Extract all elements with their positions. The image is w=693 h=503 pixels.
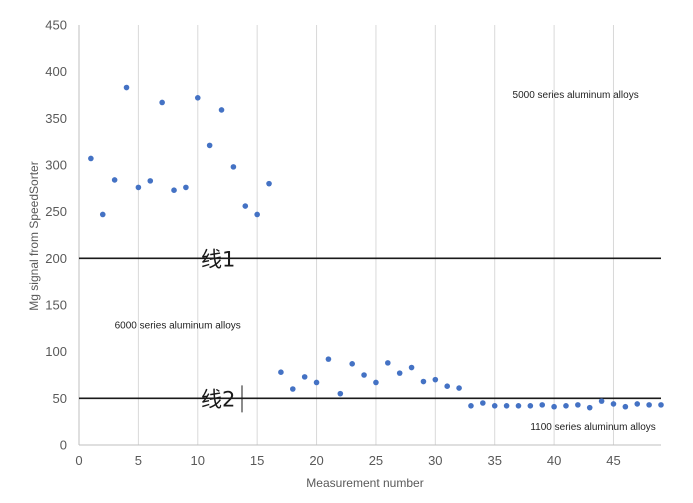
data-point (480, 400, 486, 406)
x-tick-label: 0 (75, 453, 82, 468)
data-point (88, 155, 94, 162)
data-point (408, 364, 415, 371)
data-point (586, 404, 593, 411)
data-point (313, 379, 320, 386)
data-point (242, 203, 249, 209)
reference-line-label-1: 线1 (201, 247, 235, 271)
y-tick-label: 150 (45, 298, 67, 313)
data-point (527, 403, 534, 409)
y-tick-label: 400 (45, 64, 67, 79)
data-point (396, 370, 403, 376)
y-tick-label: 250 (45, 204, 67, 219)
data-point (289, 386, 296, 392)
x-tick-label: 40 (547, 453, 561, 468)
x-tick-label: 5 (135, 453, 142, 468)
annotations: 5000 series aluminum alloys 6000 series a… (115, 90, 656, 433)
data-point (254, 211, 260, 218)
data-point (468, 403, 474, 409)
axes (78, 25, 661, 446)
data-point (337, 390, 344, 397)
x-tick-label: 15 (250, 453, 264, 468)
annotation-label: 5000 series aluminum alloys (513, 90, 639, 101)
data-points (88, 84, 664, 411)
data-point (563, 403, 569, 409)
data-point (111, 177, 118, 183)
reference-lines: 线1 线2 (79, 247, 661, 413)
reference-line-label-2: 线2 (201, 387, 235, 411)
data-point (515, 403, 522, 409)
data-point (301, 374, 308, 380)
data-point (99, 211, 106, 218)
data-point (349, 361, 355, 367)
data-point (444, 383, 451, 390)
data-point (432, 376, 439, 383)
tick-labels: 0 50 100 150 200 250 300 350 400 450 0 5 10 15 20 25 30 3… (45, 18, 620, 469)
data-point (373, 379, 379, 386)
data-point (491, 403, 498, 409)
data-point (159, 99, 165, 106)
data-point (206, 142, 213, 149)
data-point (361, 372, 367, 378)
x-tick-label: 35 (487, 453, 501, 468)
data-point (147, 178, 154, 184)
data-point (658, 402, 664, 408)
annotation-label: 6000 series aluminum alloys (115, 320, 241, 331)
x-tick-label: 45 (606, 453, 620, 468)
data-point (325, 356, 332, 362)
data-point (385, 360, 391, 366)
data-point (456, 385, 462, 391)
data-point (171, 187, 177, 193)
x-tick-label: 25 (369, 453, 383, 468)
data-point (634, 401, 641, 407)
data-point (266, 180, 272, 187)
y-axis-title: Mg signal from SpeedSorter (27, 161, 41, 310)
data-point (183, 184, 189, 191)
y-tick-label: 350 (45, 111, 67, 126)
x-tick-label: 30 (428, 453, 442, 468)
y-tick-label: 450 (45, 18, 67, 33)
data-point (539, 402, 546, 408)
data-point (218, 107, 225, 113)
data-point (278, 369, 284, 376)
y-tick-label: 200 (45, 251, 67, 266)
annotation-label: 1100 series aluminum alloys (530, 422, 655, 433)
data-point (622, 403, 629, 410)
y-tick-label: 0 (60, 438, 67, 453)
y-tick-label: 100 (45, 344, 67, 359)
data-point (135, 184, 142, 191)
data-point (123, 84, 130, 91)
data-point (230, 164, 237, 170)
data-point (646, 402, 652, 408)
y-tick-label: 50 (53, 391, 67, 406)
grid-lines (137, 25, 614, 445)
x-tick-label: 10 (191, 453, 205, 468)
x-axis-title: Measurement number (306, 476, 423, 490)
x-tick-label: 20 (309, 453, 323, 468)
data-point (551, 403, 557, 410)
data-point (503, 403, 510, 409)
y-tick-label: 300 (45, 158, 67, 173)
data-point (598, 398, 605, 404)
data-point (610, 401, 617, 407)
data-point (420, 378, 427, 385)
data-point (194, 95, 201, 101)
data-point (575, 402, 581, 408)
